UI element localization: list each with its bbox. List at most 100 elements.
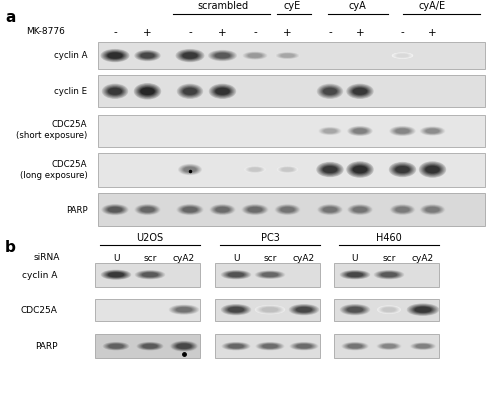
Ellipse shape — [420, 205, 445, 214]
Ellipse shape — [248, 54, 262, 57]
Ellipse shape — [278, 167, 297, 172]
Ellipse shape — [342, 305, 368, 314]
Ellipse shape — [174, 307, 195, 312]
Ellipse shape — [210, 85, 234, 98]
Ellipse shape — [216, 207, 230, 212]
Ellipse shape — [104, 85, 126, 98]
Ellipse shape — [138, 87, 157, 96]
Ellipse shape — [102, 342, 130, 350]
Ellipse shape — [382, 273, 396, 276]
Ellipse shape — [244, 206, 266, 214]
Ellipse shape — [177, 344, 191, 348]
Ellipse shape — [222, 271, 250, 279]
Ellipse shape — [136, 85, 160, 98]
Ellipse shape — [216, 54, 230, 58]
Ellipse shape — [140, 343, 160, 349]
Ellipse shape — [106, 52, 124, 59]
Ellipse shape — [170, 306, 198, 314]
Ellipse shape — [346, 272, 364, 277]
Ellipse shape — [182, 207, 198, 212]
Bar — [334, 299, 439, 321]
Ellipse shape — [320, 86, 340, 97]
Ellipse shape — [380, 344, 398, 349]
Ellipse shape — [213, 87, 232, 96]
Ellipse shape — [318, 85, 342, 98]
Ellipse shape — [135, 205, 160, 214]
Ellipse shape — [183, 88, 197, 95]
Ellipse shape — [109, 89, 121, 94]
Ellipse shape — [140, 207, 154, 212]
Ellipse shape — [282, 168, 292, 171]
Ellipse shape — [184, 168, 196, 172]
Text: PC3: PC3 — [260, 233, 280, 243]
Ellipse shape — [249, 54, 261, 57]
Ellipse shape — [352, 166, 368, 173]
Ellipse shape — [181, 52, 199, 59]
Ellipse shape — [344, 343, 366, 349]
Ellipse shape — [109, 345, 123, 348]
Ellipse shape — [142, 344, 158, 348]
Ellipse shape — [320, 128, 340, 134]
Ellipse shape — [182, 53, 198, 58]
Ellipse shape — [295, 344, 313, 348]
Text: cyclin A: cyclin A — [22, 272, 58, 280]
Ellipse shape — [260, 307, 280, 312]
Ellipse shape — [350, 164, 370, 175]
Ellipse shape — [214, 53, 230, 58]
Ellipse shape — [262, 345, 278, 348]
Ellipse shape — [318, 163, 342, 176]
Ellipse shape — [137, 206, 158, 214]
Ellipse shape — [392, 128, 412, 134]
Bar — [98, 193, 485, 226]
Ellipse shape — [104, 51, 126, 60]
Ellipse shape — [102, 205, 128, 214]
Ellipse shape — [226, 272, 246, 278]
Ellipse shape — [378, 272, 400, 278]
Ellipse shape — [350, 206, 370, 214]
Ellipse shape — [420, 127, 444, 135]
Ellipse shape — [344, 306, 366, 313]
Ellipse shape — [383, 345, 395, 347]
Ellipse shape — [320, 164, 340, 175]
Ellipse shape — [136, 342, 164, 350]
Ellipse shape — [426, 208, 439, 212]
Ellipse shape — [277, 206, 298, 214]
Ellipse shape — [136, 51, 159, 60]
Bar — [95, 299, 200, 321]
Text: +: + — [283, 27, 292, 38]
Ellipse shape — [348, 85, 372, 98]
Ellipse shape — [414, 344, 432, 348]
Text: scr: scr — [382, 254, 396, 262]
Ellipse shape — [108, 53, 122, 58]
Ellipse shape — [245, 167, 265, 172]
Ellipse shape — [260, 344, 280, 349]
Ellipse shape — [394, 129, 410, 133]
Ellipse shape — [392, 206, 413, 214]
Ellipse shape — [259, 343, 281, 349]
Ellipse shape — [102, 270, 130, 279]
Ellipse shape — [319, 127, 341, 135]
Ellipse shape — [227, 344, 245, 348]
Ellipse shape — [106, 272, 126, 278]
Ellipse shape — [390, 127, 415, 135]
Ellipse shape — [176, 308, 192, 312]
Ellipse shape — [318, 205, 342, 214]
Ellipse shape — [349, 86, 371, 97]
Ellipse shape — [422, 163, 444, 176]
Ellipse shape — [349, 127, 371, 135]
Ellipse shape — [262, 273, 278, 276]
Ellipse shape — [348, 163, 372, 176]
Ellipse shape — [171, 342, 197, 351]
Ellipse shape — [181, 166, 199, 173]
Ellipse shape — [420, 163, 444, 176]
Ellipse shape — [391, 127, 414, 135]
Ellipse shape — [318, 85, 342, 98]
Ellipse shape — [134, 84, 160, 99]
Ellipse shape — [104, 343, 128, 349]
Ellipse shape — [423, 165, 442, 174]
Ellipse shape — [411, 306, 435, 314]
Ellipse shape — [210, 52, 234, 60]
Ellipse shape — [346, 344, 364, 349]
Ellipse shape — [226, 344, 246, 349]
Ellipse shape — [216, 208, 229, 212]
